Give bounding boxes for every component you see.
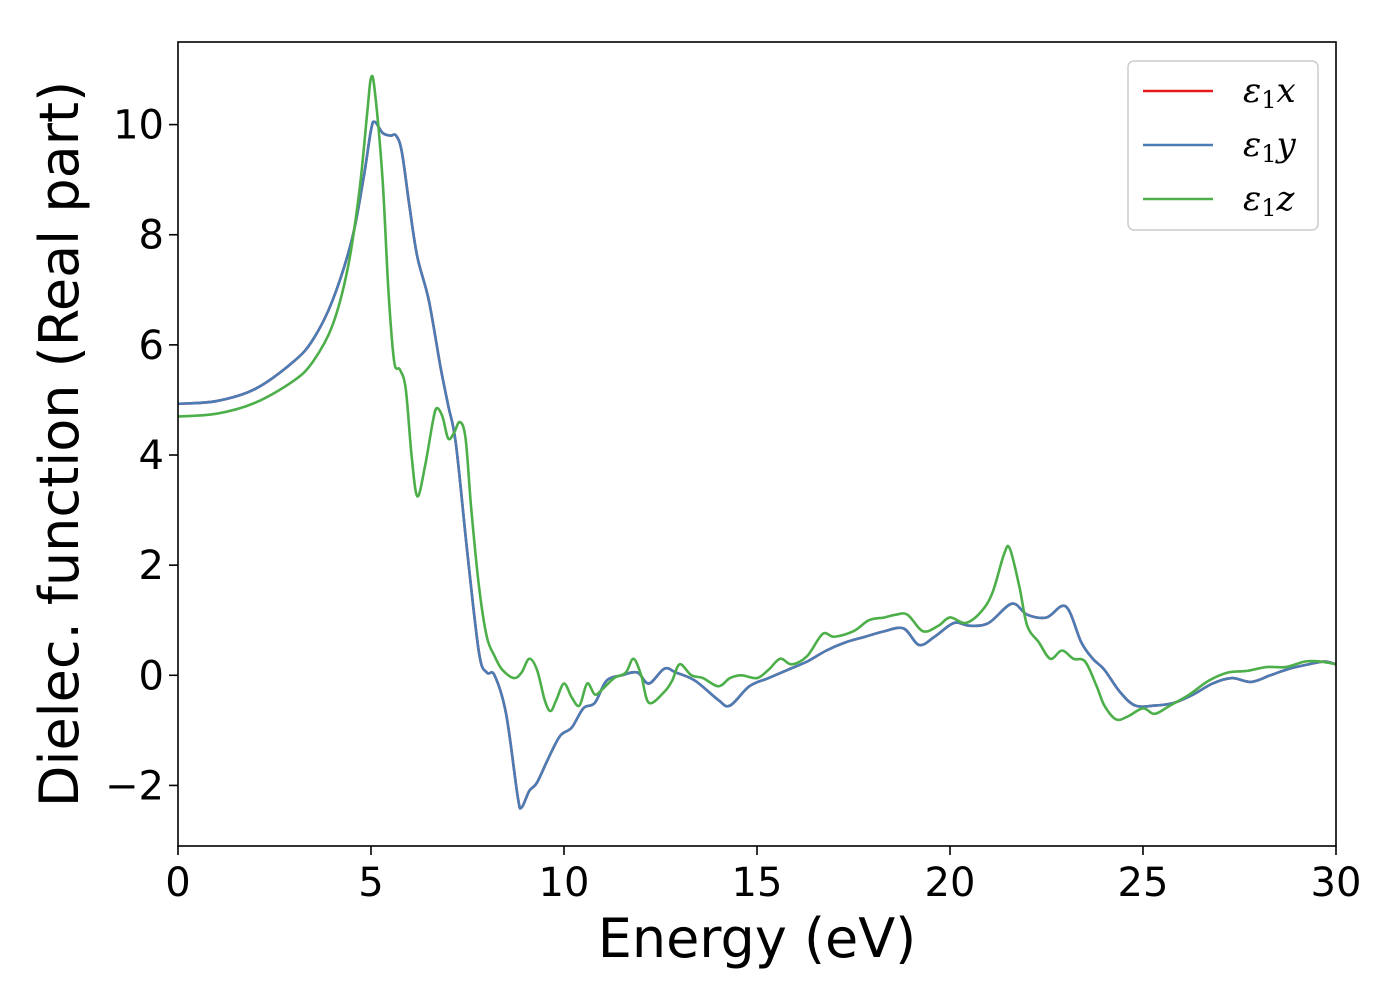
series-line-y (178, 120, 1336, 810)
x-tick-label: 0 (165, 860, 190, 906)
x-tick-label: 15 (732, 860, 783, 906)
y-axis-label: Dielec. function (Real part) (28, 81, 91, 807)
x-tick-label: 10 (539, 860, 590, 906)
legend-box (1127, 60, 1319, 231)
series-layer (178, 74, 1336, 810)
y-tick-label: 2 (139, 543, 164, 589)
series-line-z (178, 74, 1336, 722)
x-tick-label: 20 (925, 860, 976, 906)
x-tick-label: 30 (1311, 860, 1362, 906)
y-tick-label: 8 (139, 213, 164, 259)
x-axis: 0 5 10 15 20 25 30 (165, 846, 1361, 906)
y-tick-label: 10 (113, 103, 164, 149)
y-axis: −2 0 2 4 6 8 10 (105, 103, 178, 809)
x-tick-label: 25 (1118, 860, 1169, 906)
legend-label-y: ε1y (1243, 125, 1297, 168)
legend-label-z: ε1z (1243, 179, 1296, 222)
y-tick-label: 6 (139, 323, 164, 369)
x-tick-label: 5 (358, 860, 383, 906)
legend: ε1x ε1y ε1z (1127, 60, 1319, 231)
x-axis-label: Energy (eV) (598, 907, 917, 970)
y-tick-label: 4 (139, 433, 164, 479)
y-tick-label: 0 (139, 653, 164, 699)
legend-label-x: ε1x (1243, 71, 1296, 114)
y-tick-label: −2 (105, 763, 164, 809)
